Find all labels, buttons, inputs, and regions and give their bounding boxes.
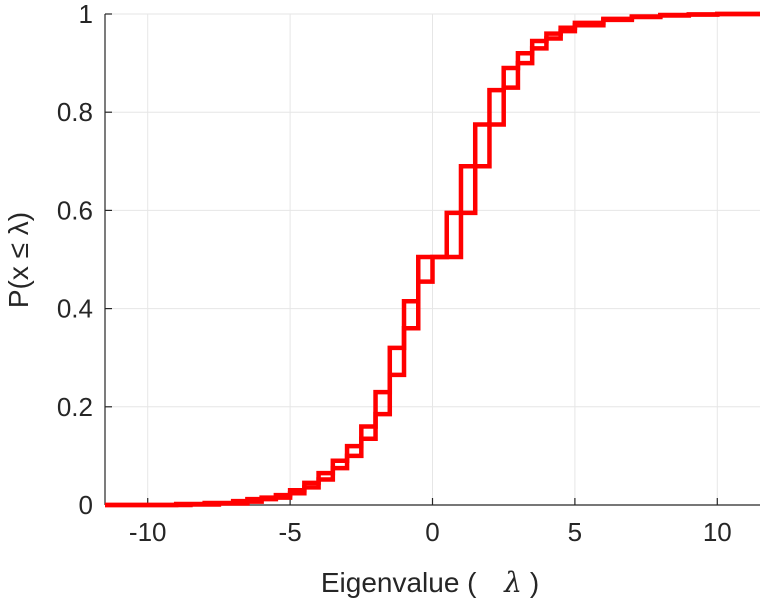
x-axis-label-text: Eigenvalue ( — [321, 567, 477, 598]
x-tick-label: 5 — [568, 517, 582, 547]
x-axis-label: Eigenvalue ( λ ) — [321, 566, 539, 599]
y-tick-label: 1 — [79, 0, 93, 29]
x-axis-label-symbol: λ — [503, 566, 522, 599]
y-tick-label: 0.6 — [57, 195, 93, 225]
x-tick-label: 10 — [703, 517, 732, 547]
y-tick-label: 0.4 — [57, 294, 93, 324]
tick-labels: -10 -5 0 5 10 0 0.2 0.4 0.6 0.8 1 — [57, 0, 732, 547]
x-tick-label: -5 — [279, 517, 302, 547]
x-tick-label: 0 — [425, 517, 439, 547]
y-axis-label: P(x ≤ λ) — [3, 212, 34, 308]
series-layer — [105, 11, 760, 508]
y-tick-label: 0.8 — [57, 97, 93, 127]
y-tick-label: 0 — [79, 490, 93, 520]
y-tick-label: 0.2 — [57, 392, 93, 422]
cdf-series-line-2 — [105, 11, 760, 508]
x-tick-label: -10 — [129, 517, 167, 547]
x-axis-label-close: ) — [530, 567, 539, 598]
